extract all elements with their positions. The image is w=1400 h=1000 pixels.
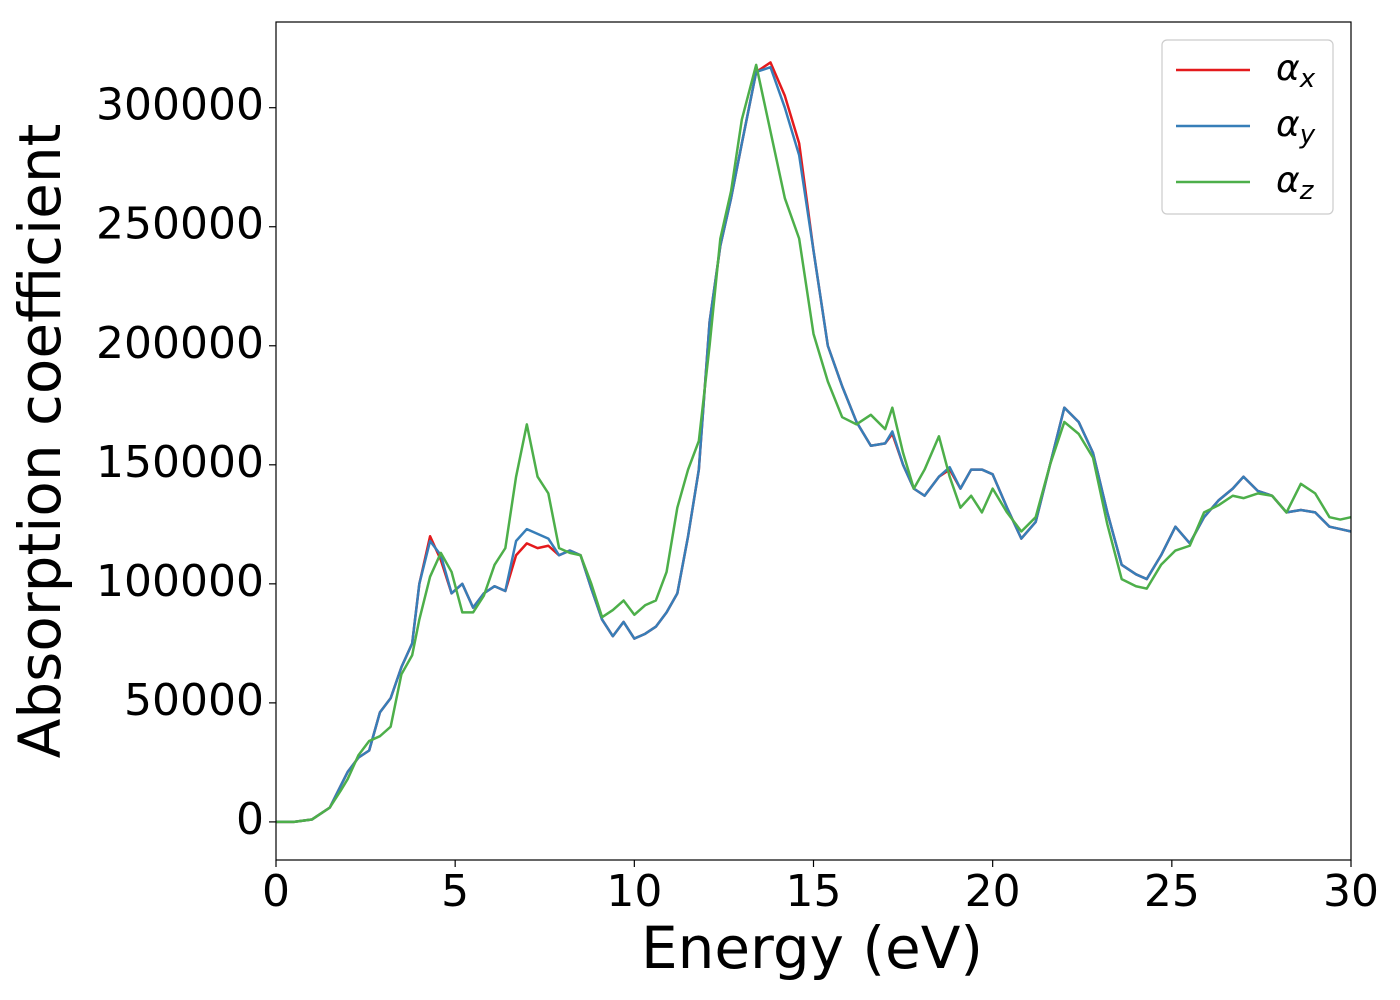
plot-frame	[275, 21, 1352, 861]
y-tick-label: 0	[236, 794, 264, 845]
y-tick-label: 300000	[96, 80, 264, 131]
legend-label: αy	[1276, 104, 1316, 150]
x-tick-label: 5	[441, 866, 469, 917]
legend-label: αx	[1276, 48, 1316, 94]
x-tick-label: 10	[606, 866, 662, 917]
x-tick-label: 0	[262, 866, 290, 917]
legend: αx αy αz	[1161, 39, 1334, 215]
y-tick-label: 100000	[96, 556, 264, 607]
legend-label: αz	[1276, 160, 1315, 206]
x-axis-label: Energy (eV)	[641, 914, 983, 982]
y-tick-label: 250000	[96, 199, 264, 250]
x-tick-label: 30	[1323, 866, 1379, 917]
data-line	[276, 63, 1352, 824]
x-tick-label: 25	[1144, 866, 1200, 917]
y-tick-label: 200000	[96, 318, 264, 369]
y-tick-label: 150000	[96, 437, 264, 488]
x-tick-label: 20	[965, 866, 1021, 917]
y-axis-label: Absorption coefficient	[6, 124, 74, 759]
x-tick-label: 15	[786, 866, 842, 917]
data-line	[276, 65, 1352, 824]
y-tick-label: 50000	[124, 675, 264, 726]
